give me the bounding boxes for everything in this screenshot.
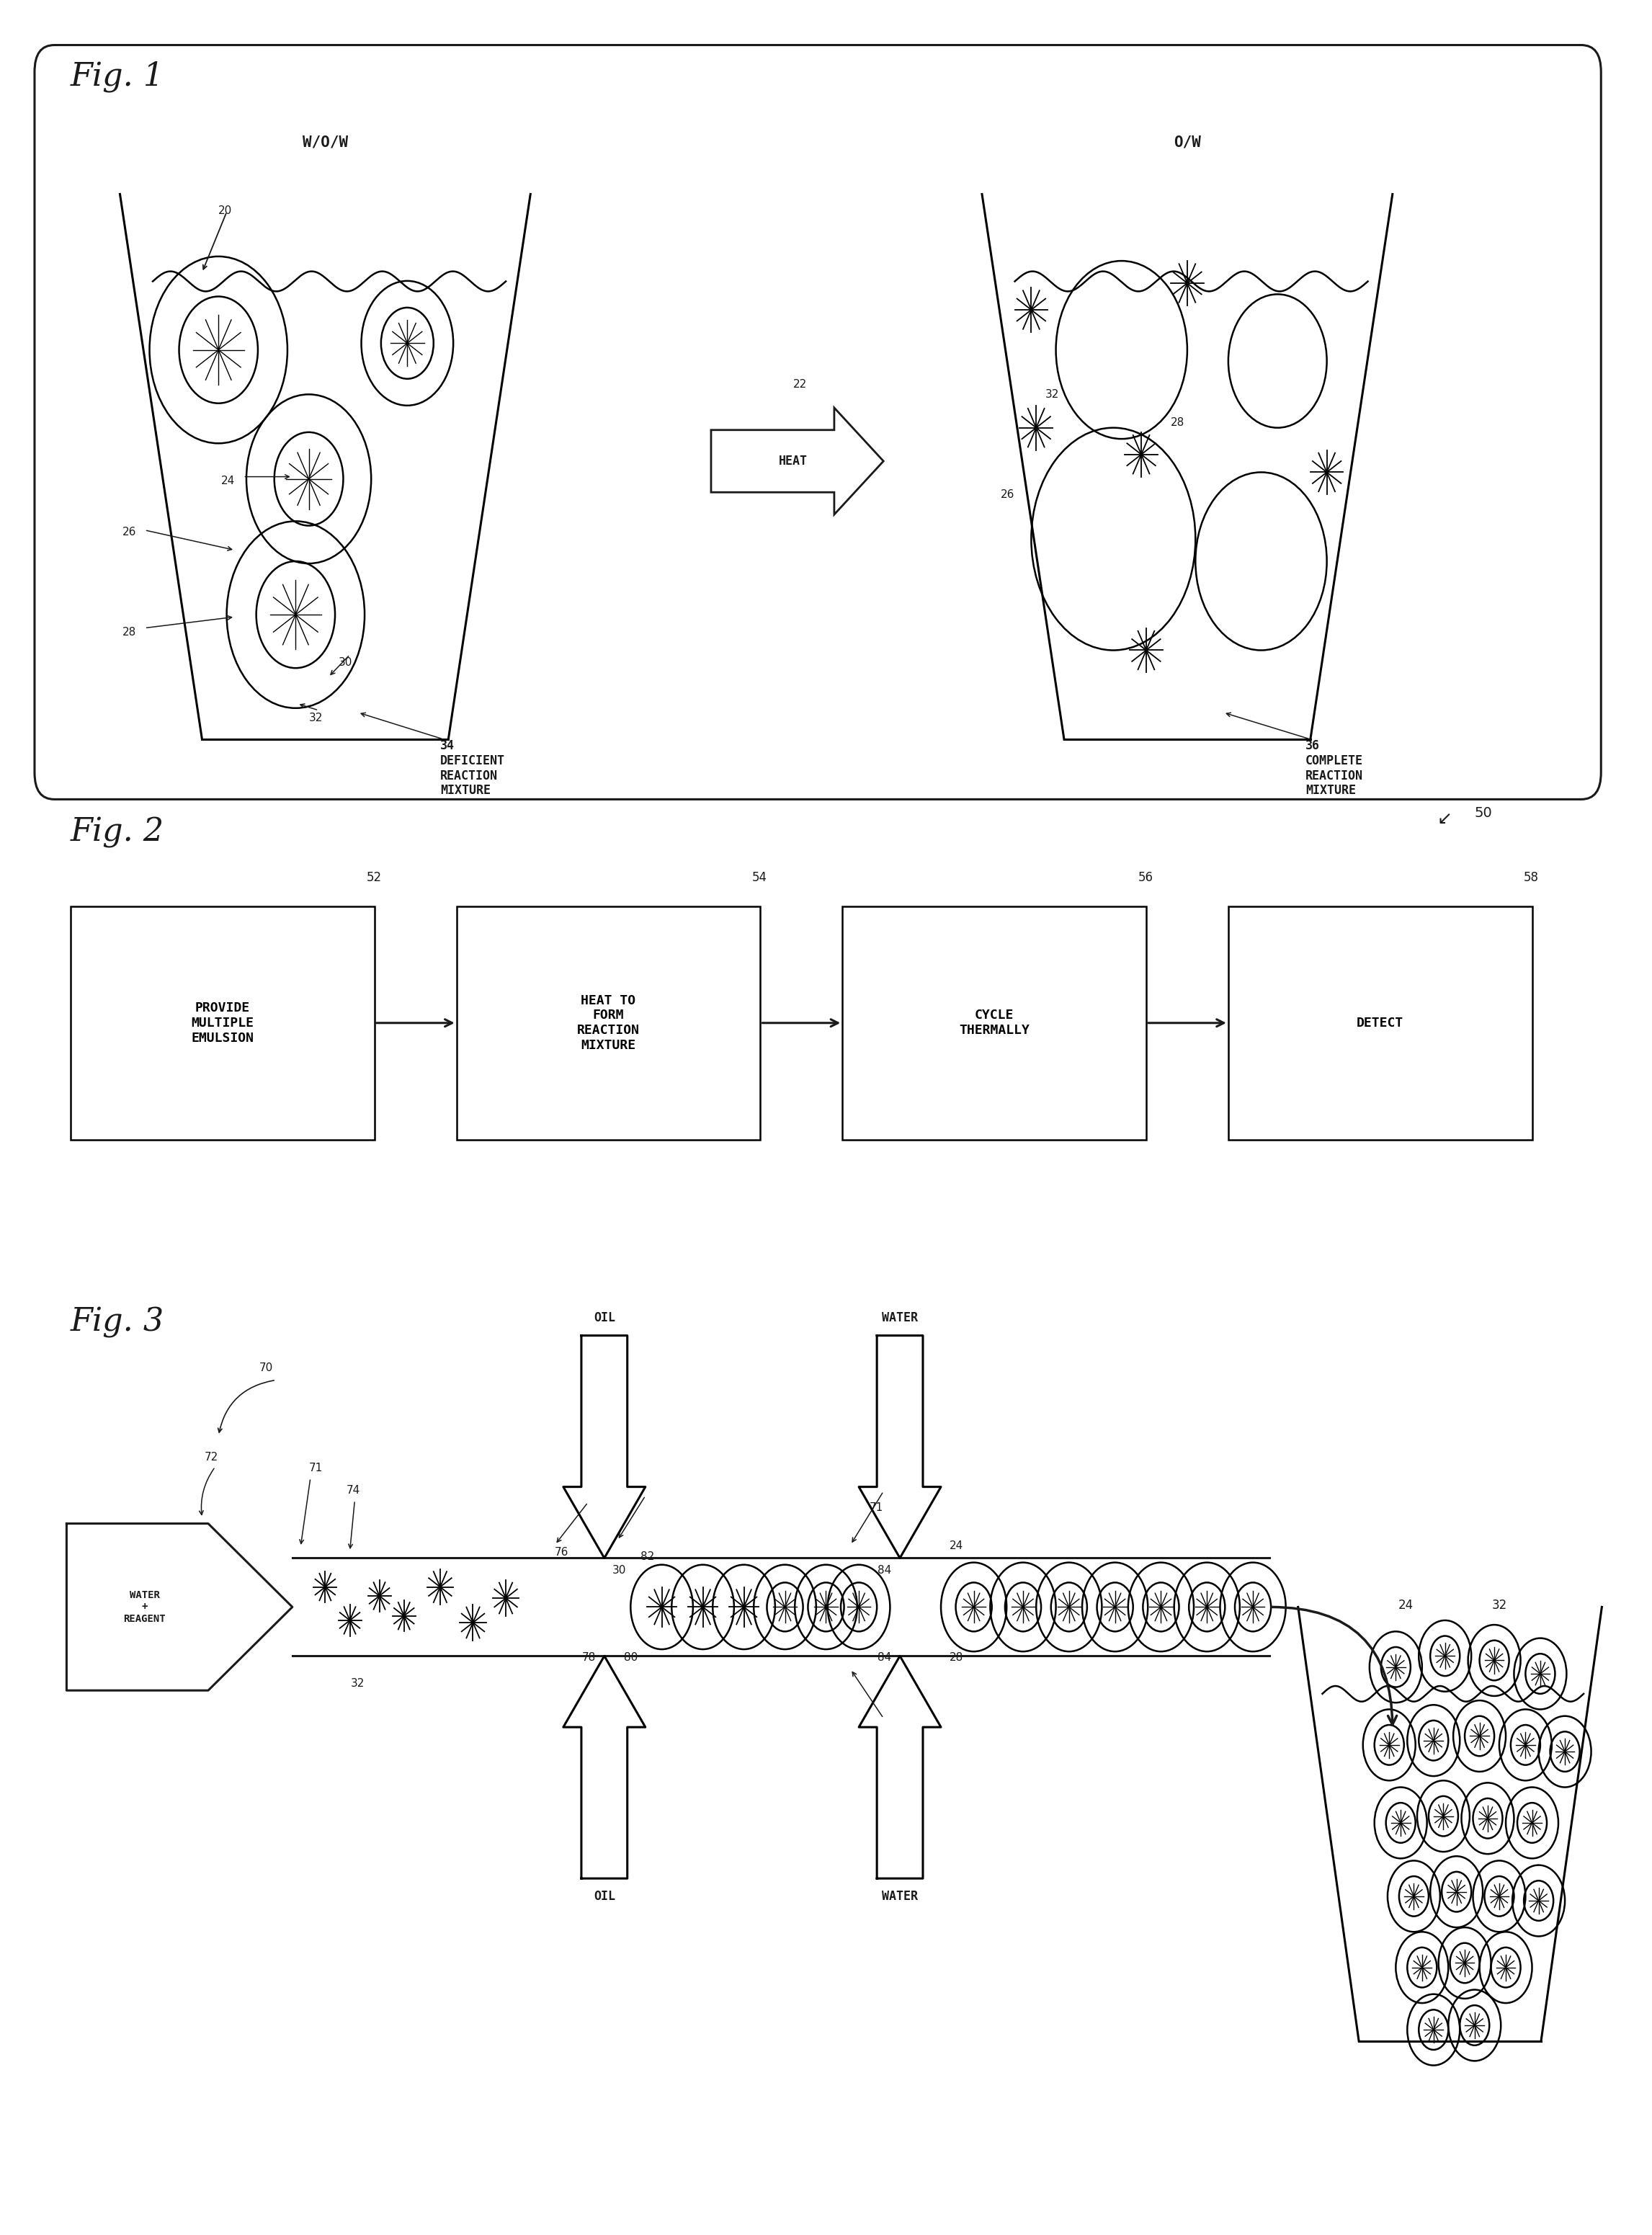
Text: DETECT: DETECT: [1356, 1017, 1404, 1030]
Text: 52: 52: [367, 872, 382, 883]
Bar: [1229, 905, 1531, 1140]
Text: 34
DEFICIENT
REACTION
MIXTURE: 34 DEFICIENT REACTION MIXTURE: [439, 740, 506, 798]
Text: 58: 58: [1523, 872, 1540, 883]
Text: W/O/W: W/O/W: [302, 136, 349, 150]
Text: 84: 84: [877, 1652, 892, 1663]
Text: WATER: WATER: [882, 1889, 919, 1902]
Text: 32: 32: [1046, 389, 1059, 400]
Text: 30: 30: [339, 657, 352, 668]
Text: WATER: WATER: [882, 1312, 919, 1325]
FancyArrow shape: [710, 407, 884, 514]
Text: 50: 50: [1475, 807, 1492, 820]
Text: WATER
+
REAGENT: WATER + REAGENT: [124, 1591, 165, 1623]
Text: PROVIDE
MULTIPLE
EMULSION: PROVIDE MULTIPLE EMULSION: [192, 1001, 254, 1044]
Text: 30: 30: [613, 1564, 626, 1576]
Text: 20: 20: [218, 206, 233, 217]
Text: 26: 26: [1001, 489, 1014, 501]
Text: 74: 74: [347, 1484, 360, 1495]
Text: 56: 56: [1138, 872, 1153, 883]
Text: 28: 28: [1171, 418, 1184, 427]
Text: 78: 78: [582, 1652, 596, 1663]
Text: 32: 32: [309, 713, 322, 724]
Text: 32: 32: [352, 1678, 365, 1690]
Text: HEAT: HEAT: [778, 454, 808, 467]
Text: Fig. 1: Fig. 1: [71, 60, 165, 92]
Text: 22: 22: [793, 380, 808, 389]
Text: 84: 84: [877, 1564, 892, 1576]
FancyBboxPatch shape: [35, 45, 1601, 800]
Bar: [456, 905, 760, 1140]
Text: HEAT TO
FORM
REACTION
MIXTURE: HEAT TO FORM REACTION MIXTURE: [577, 995, 639, 1053]
Text: 76: 76: [555, 1547, 568, 1558]
Text: 24: 24: [950, 1540, 963, 1551]
Text: 28: 28: [122, 628, 137, 637]
Text: 24: 24: [221, 476, 235, 487]
Text: 80: 80: [624, 1652, 638, 1663]
Text: Fig. 3: Fig. 3: [71, 1307, 165, 1339]
Text: 36
COMPLETE
REACTION
MIXTURE: 36 COMPLETE REACTION MIXTURE: [1305, 740, 1363, 798]
Bar: [843, 905, 1146, 1140]
Text: 70: 70: [259, 1363, 273, 1372]
Text: O/W: O/W: [1173, 136, 1201, 150]
Text: 32: 32: [1492, 1598, 1507, 1611]
Text: 71: 71: [869, 1502, 884, 1513]
Bar: [71, 905, 375, 1140]
Text: 72: 72: [205, 1451, 218, 1462]
Text: OIL: OIL: [593, 1889, 615, 1902]
Text: 82: 82: [641, 1551, 654, 1562]
Text: $\swarrow$: $\swarrow$: [1434, 811, 1450, 827]
Text: CYCLE
THERMALLY: CYCLE THERMALLY: [960, 1008, 1029, 1037]
Text: 26: 26: [122, 527, 137, 539]
Text: Fig. 2: Fig. 2: [71, 818, 165, 849]
Text: 24: 24: [1398, 1598, 1412, 1611]
Text: 71: 71: [309, 1462, 322, 1473]
Text: 28: 28: [950, 1652, 963, 1663]
Text: 54: 54: [752, 872, 767, 883]
Text: OIL: OIL: [593, 1312, 615, 1325]
